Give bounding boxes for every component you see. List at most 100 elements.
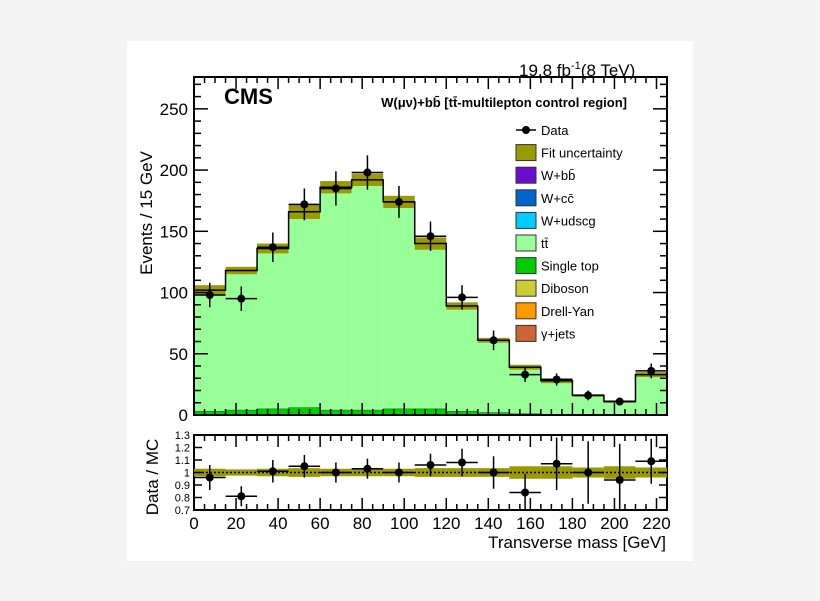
- legend-label: Drell-Yan: [541, 304, 594, 319]
- legend-item: Fit uncertainty: [515, 144, 623, 162]
- ttbar-bar: [477, 340, 510, 413]
- ttbar-bar: [194, 290, 226, 412]
- ratio-point: [615, 476, 624, 484]
- legend-label: W+udscg: [541, 213, 596, 228]
- legend-item: W+bb̄: [515, 166, 575, 184]
- ttbar-bar: [414, 243, 447, 409]
- y-tick-label: 0: [179, 406, 188, 425]
- legend-item: W+udscg: [515, 211, 596, 229]
- ratio-point: [363, 464, 372, 473]
- ttbar-bar: [572, 395, 604, 415]
- legend-label: tt̄: [541, 236, 549, 251]
- legend-label: Data: [541, 123, 569, 138]
- x-tick-label: 20: [227, 514, 246, 533]
- single-top-bar: [288, 407, 321, 416]
- x-tick-label: 0: [189, 514, 198, 533]
- legend-swatch: [515, 166, 537, 184]
- x-axis-label: Transverse mass [GeV]: [488, 533, 666, 552]
- main-frame: [193, 76, 668, 416]
- ratio-uncertainty-band: [509, 466, 541, 479]
- ratio-uncertainty-band: [225, 469, 258, 476]
- legend-swatch: [515, 324, 537, 342]
- y-axis-label: Events / 15 GeV: [137, 150, 156, 274]
- legend-item: tt̄: [515, 234, 549, 252]
- legend-swatch: [515, 257, 537, 275]
- ttbar-bar: [320, 187, 352, 411]
- legend-item: Drell-Yan: [515, 302, 594, 320]
- ratio-y-tick-label: 1.2: [175, 443, 190, 455]
- ratio-y-tick-label: 1.1: [175, 455, 190, 467]
- legend-swatch: [515, 211, 537, 229]
- legend-item: γ+jets: [515, 324, 576, 342]
- ratio-point: [584, 468, 593, 477]
- ratio-point: [300, 462, 309, 471]
- x-tick-label: 80: [353, 514, 372, 533]
- data-point: [300, 200, 309, 209]
- data-point: [489, 336, 498, 345]
- legend-label: Diboson: [541, 281, 589, 296]
- ratio-y-tick-label: 1: [184, 468, 190, 480]
- legend-item: Data: [516, 123, 569, 138]
- ratio-y-tick-label: 0.8: [175, 493, 190, 505]
- legend-swatch: [515, 189, 537, 207]
- data-point: [615, 397, 624, 406]
- ratio-point: [426, 461, 435, 469]
- legend-label: W+bb̄: [541, 168, 575, 183]
- chart-title: W(μν)+bb̄ [tt̄-multilepton control regio…: [381, 95, 627, 110]
- legend-data-marker: [522, 126, 530, 134]
- ratio-point: [552, 459, 561, 468]
- x-tick-label: 60: [311, 514, 330, 533]
- ttbar-bar: [257, 248, 289, 409]
- y-tick-label: 250: [160, 100, 188, 119]
- ratio-y-tick-label: 1.3: [175, 430, 190, 442]
- y-tick-label: 50: [169, 345, 188, 364]
- ttbar-bar: [603, 401, 636, 415]
- ratio-point: [647, 457, 656, 466]
- figure: 0 50 100 150 200 250 Data Fit uncertainty W+bb̄ W…: [127, 41, 693, 561]
- ratio-point: [331, 468, 340, 477]
- legend-label: W+cc̄: [541, 191, 574, 206]
- x-tick-label: 220: [642, 514, 670, 533]
- legend-swatch: [515, 302, 537, 320]
- x-tick-label: 100: [390, 514, 418, 533]
- legend-swatch: [515, 144, 537, 162]
- ttbar-bar: [351, 179, 384, 411]
- data-point: [394, 197, 403, 206]
- ratio-point: [205, 473, 214, 482]
- x-tick-label: 160: [516, 514, 544, 533]
- data-point: [363, 168, 372, 177]
- legend-item: Diboson: [515, 279, 589, 297]
- x-tick-label: 120: [432, 514, 460, 533]
- data-point: [552, 375, 561, 384]
- x-tick-label: 140: [474, 514, 502, 533]
- x-tick-label: 180: [558, 514, 586, 533]
- ttbar-bar: [540, 380, 573, 415]
- x-tick-label: 40: [269, 514, 288, 533]
- ratio-y-tick-label: 0.7: [175, 505, 190, 517]
- y-tick-label: 150: [160, 222, 188, 241]
- legend-item: Single top: [515, 257, 599, 275]
- data-point: [458, 293, 467, 302]
- luminosity-label: 19.8 fb-1(8 TeV): [519, 60, 635, 80]
- legend-label: Single top: [541, 259, 599, 274]
- data-point: [426, 232, 435, 241]
- legend-swatch: [515, 234, 537, 252]
- legend-item: W+cc̄: [515, 189, 574, 207]
- legend-swatch: [515, 279, 537, 297]
- ratio-point: [394, 468, 403, 477]
- ratio-point: [268, 467, 277, 476]
- ttbar-bar: [288, 211, 321, 408]
- ttbar-bar: [383, 201, 415, 409]
- data-point: [584, 391, 593, 400]
- experiment-label: CMS: [224, 84, 273, 109]
- ttbar-bar: [446, 306, 478, 412]
- ratio-point: [489, 468, 498, 477]
- ratio-y-tick-label: 0.9: [175, 480, 190, 492]
- data-point: [647, 366, 656, 375]
- data-point: [331, 184, 340, 193]
- data-point: [237, 294, 246, 303]
- ratio-y-axis-label: Data / MC: [143, 439, 162, 516]
- legend-label: Fit uncertainty: [541, 146, 623, 161]
- data-point: [521, 370, 530, 379]
